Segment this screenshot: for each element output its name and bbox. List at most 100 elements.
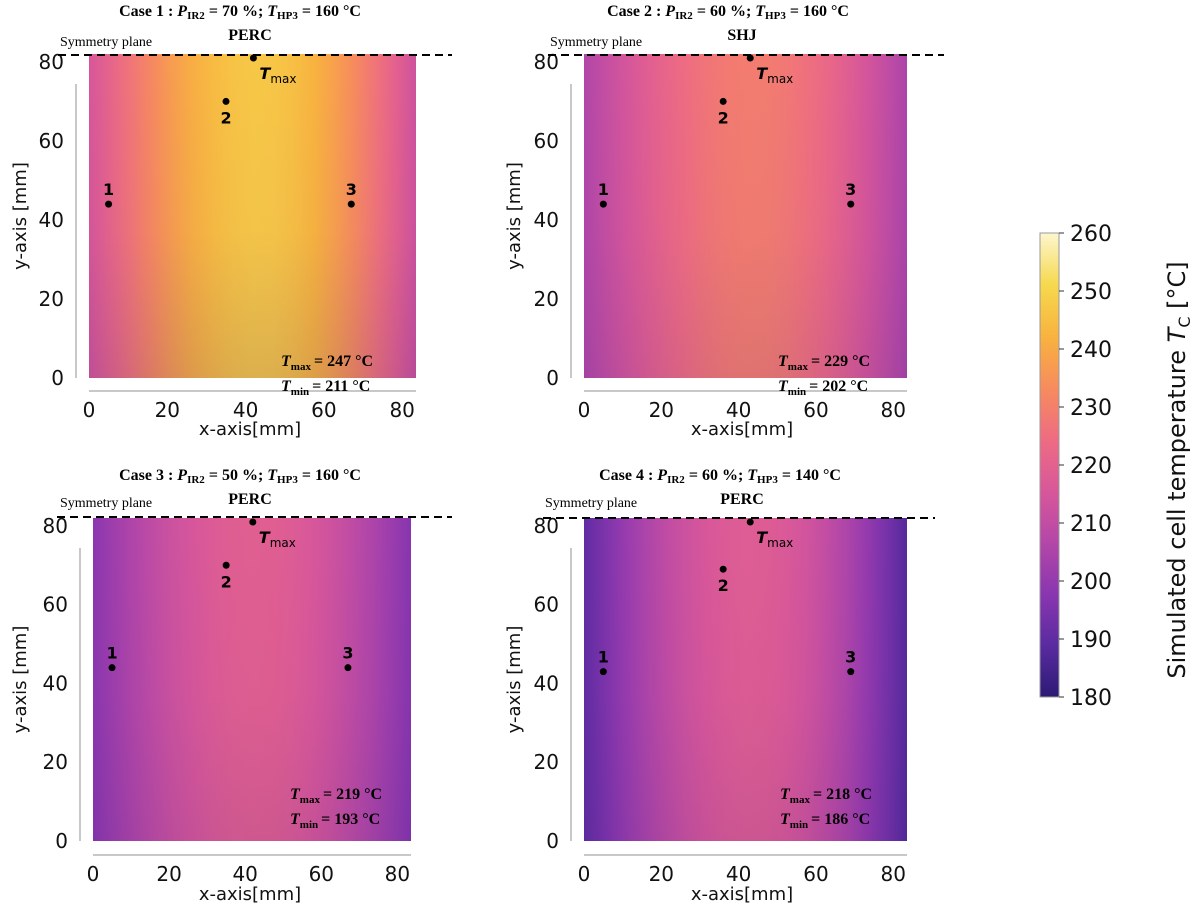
colorbar-tick-label: 230 [1070, 396, 1112, 421]
x-tick-label: 80 [881, 398, 906, 422]
p-ir2-value: 60 % [702, 467, 738, 484]
y-tick-label: 60 [534, 593, 559, 617]
measurement-point-2 [222, 561, 230, 569]
x-axis-label: x-axis[mm] [199, 419, 301, 440]
point-label: 1 [598, 180, 609, 199]
stat-tmax: Tmax = 218 °C [780, 786, 872, 806]
stat-tmax: Tmax = 229 °C [778, 353, 870, 373]
cell-type-label: PERC [228, 491, 272, 508]
x-tick-label: 80 [881, 862, 906, 886]
stat-tmin: Tmin = 202 °C [778, 378, 868, 398]
colorbar-tick-label: 200 [1070, 570, 1112, 595]
y-tick-label: 40 [39, 208, 64, 232]
panel-title: Case 4 : PIR2 = 60 %; THP3 = 140 °C [599, 467, 841, 486]
y-tick-label: 20 [534, 287, 559, 311]
panel-title: Case 1 : PIR2 = 70 %; THP3 = 160 °C [119, 3, 361, 22]
colorbar: 180 190 200 210 220 230 240 250 260 Simulated cel… [1039, 222, 1194, 711]
heatmap-shading [584, 518, 907, 841]
tmax-marker-label: Tmax [756, 528, 793, 550]
point-label: 2 [221, 572, 232, 591]
point-label: 1 [106, 644, 117, 663]
tmax-point [746, 54, 754, 62]
x-tick-label: 20 [649, 862, 674, 886]
point-label: 2 [220, 108, 231, 127]
y-tick-label: 20 [534, 750, 559, 774]
colorbar-tick-label: 250 [1070, 280, 1112, 305]
x-axis-label: x-axis[mm] [199, 884, 301, 905]
x-tick-label: 60 [311, 398, 336, 422]
y-tick-label: 80 [39, 50, 64, 74]
colorbar-tick-label: 240 [1070, 338, 1112, 363]
x-tick-label: 0 [578, 862, 591, 886]
y-axis-label: y-axis [mm] [10, 626, 31, 734]
x-tick-label: 40 [233, 398, 258, 422]
measurement-point-1 [108, 664, 116, 672]
y-tick-label: 80 [534, 50, 559, 74]
measurement-point-1 [599, 200, 607, 208]
cell-type-label: PERC [228, 27, 272, 44]
heatmap-shading [584, 54, 907, 378]
symmetry-plane-label: Symmetry plane [550, 35, 642, 50]
y-tick-label: 0 [546, 366, 559, 390]
measurement-point-2 [719, 565, 727, 573]
t-hp3-value: 140 °C [795, 467, 841, 484]
x-tick-label: 0 [87, 862, 100, 886]
x-tick-label: 60 [309, 862, 334, 886]
heatmap-shading [93, 518, 411, 841]
tmax-point [249, 54, 257, 62]
x-tick-label: 60 [803, 862, 828, 886]
tmax-marker-label: Tmax [259, 528, 296, 550]
measurement-point-1 [599, 668, 607, 676]
y-tick-label: 40 [534, 208, 559, 232]
case-label: Case 4 [599, 467, 644, 484]
p-ir2-value: 50 % [222, 467, 258, 484]
y-axis-label: y-axis [mm] [504, 626, 525, 734]
panel-title: Case 2 : PIR2 = 60 %; THP3 = 160 °C [607, 3, 849, 22]
y-tick-label: 60 [43, 593, 68, 617]
p-ir2-value: 70 % [222, 3, 258, 20]
colorbar-tick-label: 220 [1070, 454, 1112, 479]
stat-tmax: Tmax = 219 °C [290, 786, 382, 806]
x-tick-label: 20 [649, 398, 674, 422]
y-tick-label: 60 [534, 129, 559, 153]
y-tick-label: 60 [39, 129, 64, 153]
stat-tmax: Tmax = 247 °C [281, 353, 373, 373]
point-label: 2 [718, 108, 729, 127]
colorbar-label: Simulated cell temperature TC [°C] [1163, 261, 1194, 678]
x-tick-label: 20 [156, 862, 181, 886]
stat-tmin: Tmin = 193 °C [290, 811, 380, 831]
y-tick-label: 20 [39, 287, 64, 311]
p-ir2-value: 60 % [710, 3, 746, 20]
y-axis-label: y-axis [mm] [504, 162, 525, 270]
case-label: Case 3 [119, 467, 164, 484]
x-tick-label: 0 [578, 398, 591, 422]
y-tick-label: 40 [534, 671, 559, 695]
y-tick-label: 0 [546, 829, 559, 853]
tmax-marker-label: Tmax [756, 64, 793, 86]
panel-title: Case 3 : PIR2 = 50 %; THP3 = 160 °C [119, 467, 361, 486]
heatmap-shading [89, 54, 416, 378]
measurement-point-3 [347, 200, 355, 208]
symmetry-plane-label: Symmetry plane [545, 496, 637, 511]
x-tick-label: 40 [232, 862, 257, 886]
measurement-point-1 [105, 200, 113, 208]
y-tick-label: 20 [43, 750, 68, 774]
point-label: 3 [845, 648, 856, 667]
point-label: 1 [103, 180, 114, 199]
x-tick-label: 60 [803, 398, 828, 422]
measurement-point-2 [719, 97, 727, 105]
point-label: 1 [598, 648, 609, 667]
colorbar-tick-label: 210 [1070, 512, 1112, 537]
x-tick-label: 0 [83, 398, 96, 422]
tmax-point [746, 518, 754, 526]
stat-tmin: Tmin = 186 °C [780, 811, 870, 831]
cell-type-label: PERC [720, 491, 764, 508]
y-tick-label: 0 [55, 829, 68, 853]
x-tick-label: 80 [389, 398, 414, 422]
colorbar-tick-label: 190 [1070, 628, 1112, 653]
tmax-point [249, 518, 257, 526]
x-tick-label: 40 [726, 862, 751, 886]
y-axis-label: y-axis [mm] [10, 162, 31, 270]
colorbar-tick-label: 260 [1070, 222, 1112, 247]
t-hp3-value: 160 °C [315, 467, 361, 484]
